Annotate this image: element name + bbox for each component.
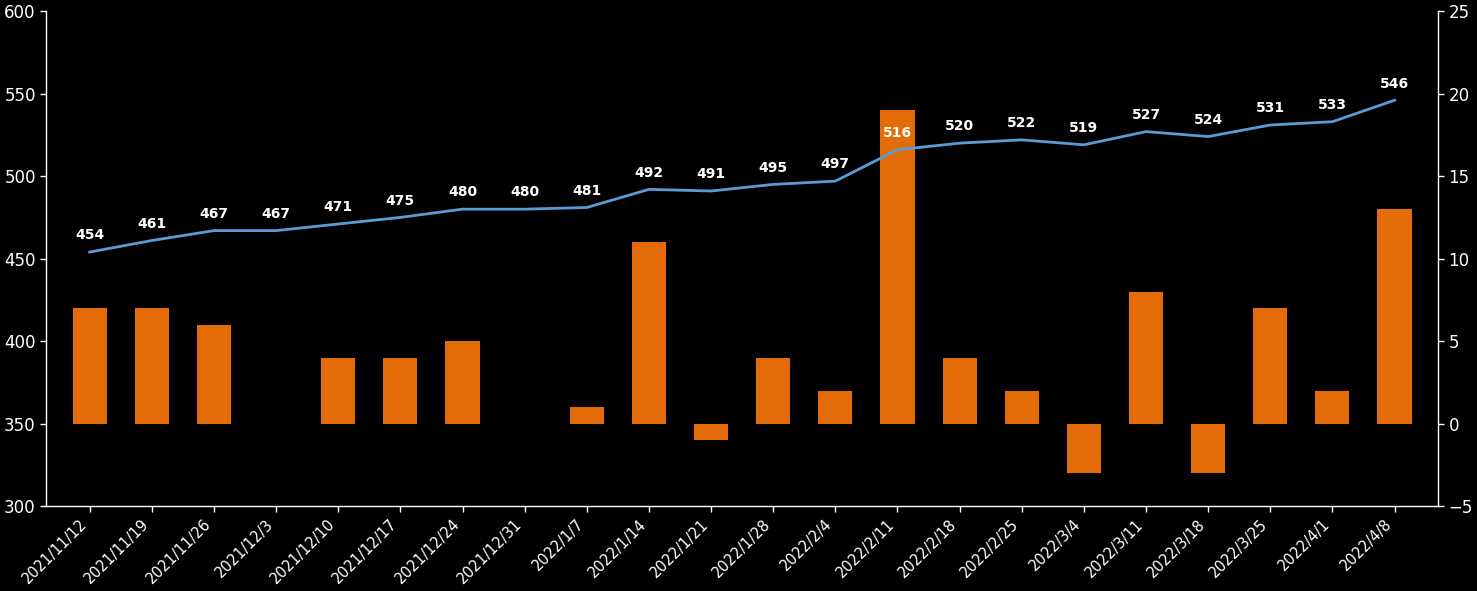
Text: 461: 461 bbox=[137, 217, 167, 231]
Text: 481: 481 bbox=[572, 184, 601, 198]
Text: 519: 519 bbox=[1069, 121, 1099, 135]
Text: 524: 524 bbox=[1193, 113, 1223, 127]
Text: 522: 522 bbox=[1007, 116, 1037, 130]
Bar bbox=[880, 110, 914, 424]
Bar bbox=[694, 424, 728, 440]
Text: 467: 467 bbox=[199, 207, 229, 221]
Bar bbox=[570, 407, 604, 424]
Text: 533: 533 bbox=[1317, 98, 1347, 112]
Text: 454: 454 bbox=[75, 228, 105, 242]
Text: 467: 467 bbox=[261, 207, 291, 221]
Text: 531: 531 bbox=[1255, 101, 1285, 115]
Text: 497: 497 bbox=[821, 157, 849, 171]
Bar bbox=[196, 324, 230, 424]
Text: 495: 495 bbox=[759, 161, 787, 175]
Text: 480: 480 bbox=[448, 186, 477, 199]
Bar bbox=[72, 308, 106, 424]
Bar bbox=[446, 341, 480, 424]
Bar bbox=[1378, 209, 1412, 424]
Bar bbox=[321, 358, 356, 424]
Text: 516: 516 bbox=[883, 126, 911, 140]
Bar bbox=[942, 358, 976, 424]
Bar bbox=[756, 358, 790, 424]
Bar bbox=[818, 391, 852, 424]
Text: 546: 546 bbox=[1380, 77, 1409, 90]
Text: 491: 491 bbox=[697, 167, 725, 181]
Text: 520: 520 bbox=[945, 119, 975, 134]
Bar bbox=[134, 308, 168, 424]
Bar bbox=[1066, 424, 1100, 473]
Text: 527: 527 bbox=[1131, 108, 1161, 122]
Text: 475: 475 bbox=[385, 194, 415, 207]
Bar bbox=[632, 242, 666, 424]
Bar bbox=[1128, 291, 1162, 424]
Bar bbox=[1316, 391, 1350, 424]
Bar bbox=[1004, 391, 1038, 424]
Bar bbox=[1252, 308, 1288, 424]
Text: 492: 492 bbox=[634, 165, 663, 180]
Text: 471: 471 bbox=[323, 200, 353, 215]
Bar bbox=[1190, 424, 1226, 473]
Text: 480: 480 bbox=[510, 186, 539, 199]
Bar bbox=[384, 358, 418, 424]
